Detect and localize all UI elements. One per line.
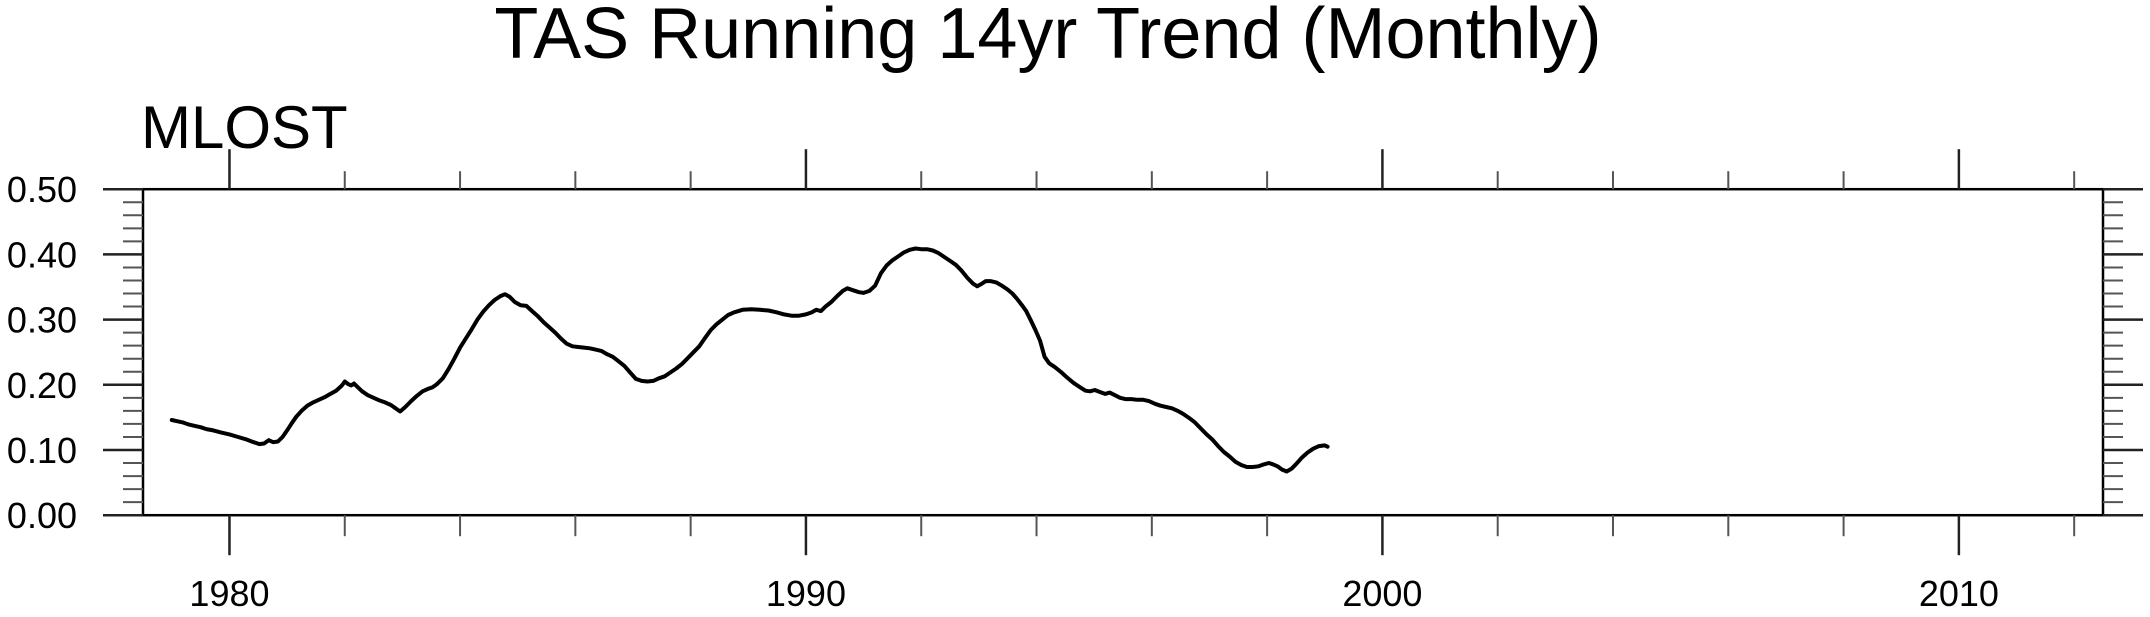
y-axis-tick-label: 0.40 [7, 234, 77, 275]
trend-line-mlost [169, 246, 1330, 474]
chart-title: TAS Running 14yr Trend (Monthly) [494, 0, 1602, 74]
x-axis-tick-label: 2010 [1919, 573, 1999, 614]
chart-subtitle-left: MLOST [141, 94, 348, 161]
y-axis-tick-label: 0.20 [7, 365, 77, 406]
plot-frame [141, 187, 2105, 517]
y-axis-tick-label: 0.30 [7, 300, 77, 341]
y-axis-tick-label: 0.10 [7, 430, 77, 471]
y-axis-tick-label: 0.00 [7, 495, 77, 536]
x-axis-tick-label: 2000 [1342, 573, 1422, 614]
x-axis-tick-label: 1980 [189, 573, 269, 614]
y-axis-tick-label: 0.50 [7, 169, 77, 210]
x-axis-tick-label: 1990 [766, 573, 846, 614]
